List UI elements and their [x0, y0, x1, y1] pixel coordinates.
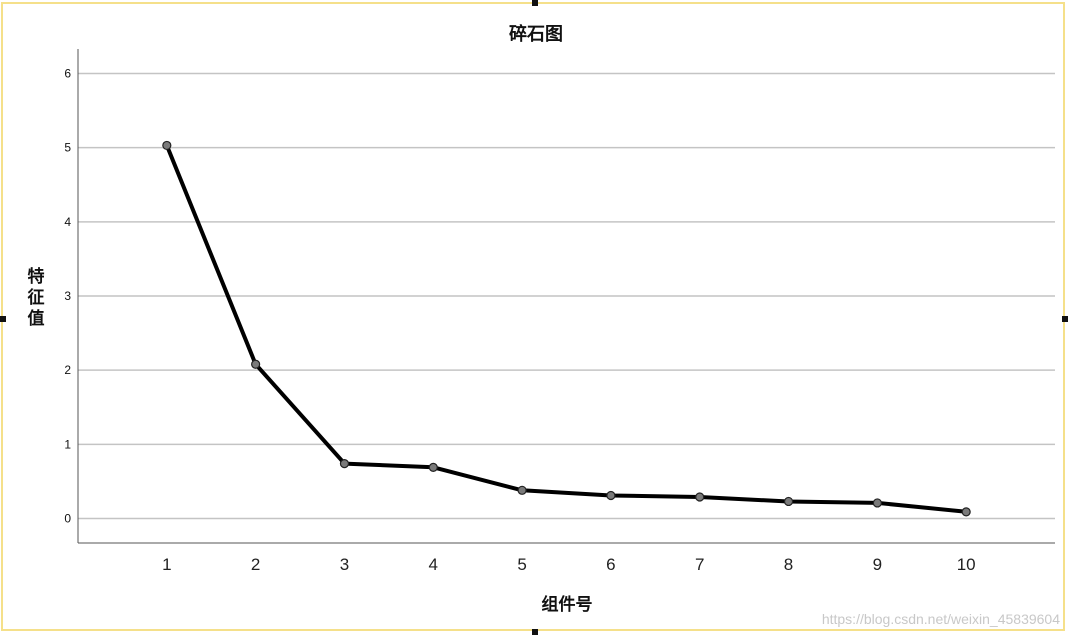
chart-title: 碎石图 — [509, 23, 563, 45]
data-point — [162, 140, 172, 151]
y-axis-title-char: 征 — [28, 287, 45, 308]
grid-lines — [78, 72, 1055, 520]
data-point — [339, 459, 350, 469]
x-tick-label: 5 — [517, 555, 526, 574]
watermark: https://blog.csdn.net/weixin_45839604 — [821, 611, 1060, 627]
x-tick-label: 8 — [784, 555, 793, 574]
y-tick-label: 0 — [64, 512, 71, 526]
data-point — [251, 359, 261, 369]
data-point — [872, 498, 882, 508]
axes — [77, 49, 1055, 544]
series-eigenvalues — [162, 140, 971, 517]
data-point — [961, 507, 971, 517]
y-tick-labels: 0 1 2 3 4 5 6 — [64, 66, 71, 525]
y-tick-label: 2 — [64, 363, 71, 377]
y-tick-label: 6 — [64, 66, 71, 80]
data-point — [695, 492, 705, 502]
resize-handle-left[interactable] — [0, 316, 6, 322]
x-tick-label: 3 — [340, 555, 349, 574]
resize-handle-right[interactable] — [1062, 316, 1068, 322]
y-axis-title-char: 值 — [28, 308, 45, 329]
y-tick-label: 4 — [64, 215, 71, 229]
data-point — [606, 490, 616, 501]
data-point — [517, 485, 527, 495]
x-tick-label: 10 — [957, 555, 976, 574]
y-axis-title-char: 特 — [28, 266, 45, 287]
data-point — [428, 462, 438, 472]
y-axis-title: 特征值 — [28, 266, 45, 329]
y-tick-label: 5 — [64, 141, 71, 155]
y-tick-label: 3 — [64, 289, 71, 303]
x-tick-label: 1 — [162, 555, 171, 574]
x-axis-title: 组件号 — [542, 594, 593, 615]
x-tick-label: 7 — [695, 555, 704, 574]
series-line — [164, 144, 967, 514]
x-tick-label: 2 — [251, 555, 260, 574]
resize-handle-bottom[interactable] — [532, 629, 538, 635]
y-tick-label: 1 — [64, 437, 71, 451]
x-tick-label: 4 — [429, 555, 438, 574]
resize-handle-top[interactable] — [532, 0, 538, 6]
x-tick-label: 9 — [873, 555, 882, 574]
x-tick-labels: 1 2 3 4 5 6 7 8 9 10 — [162, 555, 976, 574]
x-tick-label: 6 — [606, 555, 615, 574]
data-point — [783, 496, 794, 507]
